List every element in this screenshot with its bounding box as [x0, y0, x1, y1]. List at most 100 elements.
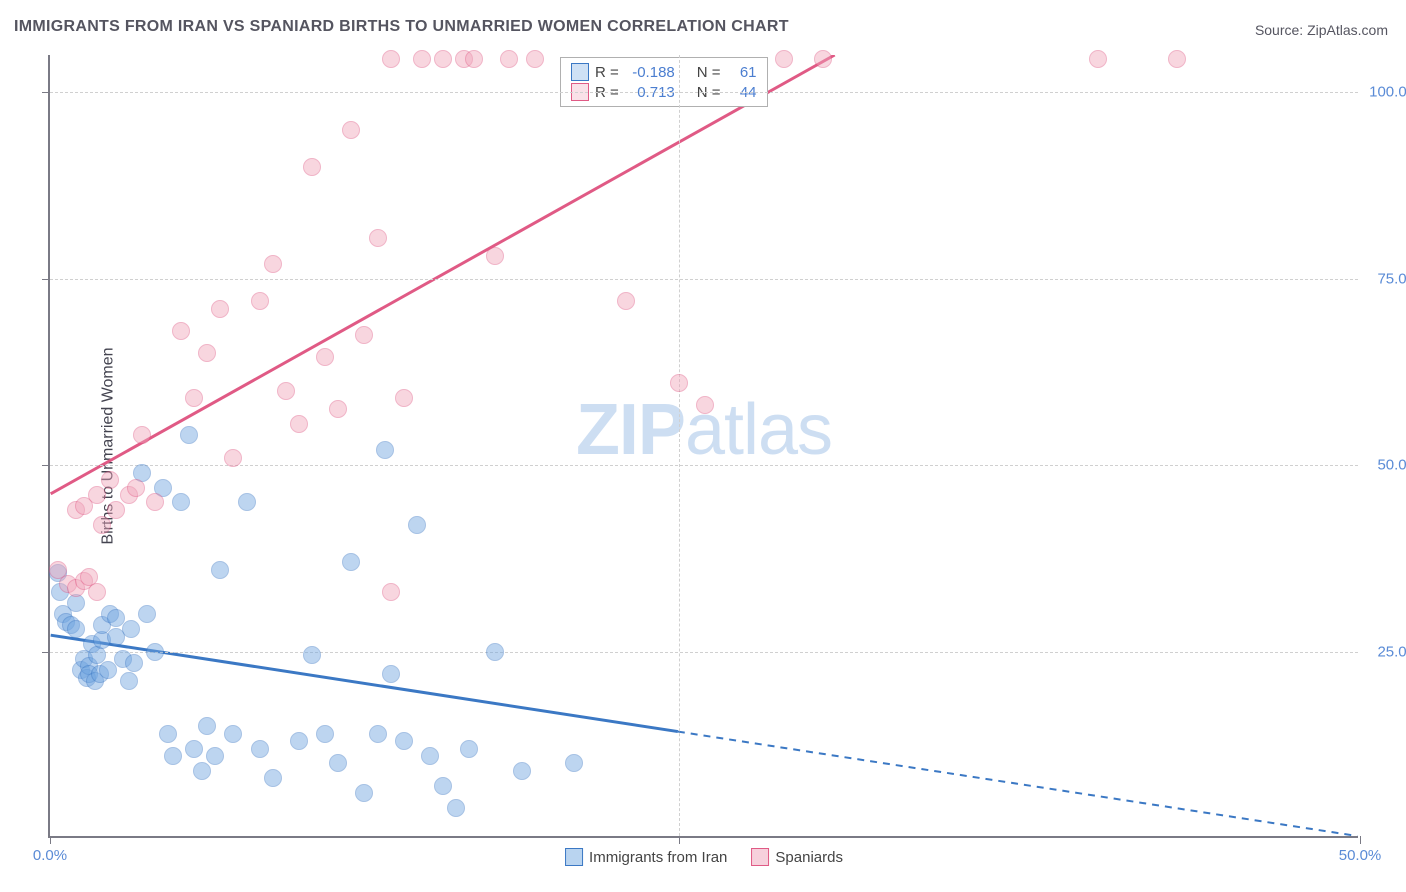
scatter-point: [355, 326, 373, 344]
ytick-label: 25.0%: [1377, 643, 1406, 660]
scatter-point: [172, 322, 190, 340]
scatter-point: [198, 717, 216, 735]
scatter-point: [88, 486, 106, 504]
tick-y: [42, 465, 50, 466]
stat-r-value: -0.188: [625, 64, 675, 81]
source-label: Source: ZipAtlas.com: [1255, 22, 1388, 38]
scatter-point: [193, 762, 211, 780]
scatter-point: [264, 255, 282, 273]
scatter-point: [486, 643, 504, 661]
scatter-point: [101, 471, 119, 489]
scatter-point: [421, 747, 439, 765]
legend-label: Spaniards: [775, 849, 843, 866]
scatter-point: [408, 516, 426, 534]
scatter-point: [376, 441, 394, 459]
scatter-point: [93, 516, 111, 534]
legend-stats-box: R =-0.188N =61R =0.713N =44: [560, 57, 768, 107]
scatter-point: [303, 158, 321, 176]
stat-n-value: 61: [727, 64, 757, 81]
ytick-label: 75.0%: [1377, 270, 1406, 287]
scatter-point: [382, 665, 400, 683]
scatter-point: [290, 415, 308, 433]
scatter-point: [382, 50, 400, 68]
scatter-point: [434, 777, 452, 795]
scatter-point: [198, 344, 216, 362]
scatter-point: [122, 620, 140, 638]
xtick-label: 0.0%: [33, 847, 67, 864]
scatter-point: [329, 754, 347, 772]
legend-label: Immigrants from Iran: [589, 849, 727, 866]
scatter-point: [107, 609, 125, 627]
scatter-point: [185, 740, 203, 758]
legend-swatch: [751, 848, 769, 866]
scatter-point: [342, 121, 360, 139]
tick-x: [1360, 836, 1361, 844]
scatter-point: [465, 50, 483, 68]
scatter-point: [125, 654, 143, 672]
scatter-point: [172, 493, 190, 511]
scatter-point: [369, 725, 387, 743]
scatter-point: [814, 50, 832, 68]
scatter-point: [238, 493, 256, 511]
tick-x: [50, 836, 51, 844]
scatter-point: [395, 732, 413, 750]
scatter-point: [127, 479, 145, 497]
scatter-point: [316, 725, 334, 743]
gridline-h: [50, 652, 1358, 653]
scatter-point: [264, 769, 282, 787]
ytick-label: 100.0%: [1369, 84, 1406, 101]
gridline-h: [50, 279, 1358, 280]
scatter-point: [180, 426, 198, 444]
scatter-point: [434, 50, 452, 68]
scatter-point: [447, 799, 465, 817]
tick-x: [679, 836, 680, 844]
scatter-point: [206, 747, 224, 765]
tick-y: [42, 652, 50, 653]
stat-n-label: N =: [697, 64, 721, 81]
scatter-point: [460, 740, 478, 758]
scatter-point: [120, 672, 138, 690]
scatter-point: [526, 50, 544, 68]
trend-lines: [50, 55, 1358, 836]
scatter-point: [224, 725, 242, 743]
scatter-point: [696, 396, 714, 414]
scatter-point: [67, 620, 85, 638]
scatter-point: [500, 50, 518, 68]
scatter-point: [146, 493, 164, 511]
scatter-point: [251, 740, 269, 758]
scatter-point: [342, 553, 360, 571]
xtick-label: 50.0%: [1339, 847, 1382, 864]
scatter-point: [211, 300, 229, 318]
scatter-point: [133, 426, 151, 444]
scatter-point: [251, 292, 269, 310]
stat-r-label: R =: [595, 64, 619, 81]
legend-swatch: [565, 848, 583, 866]
scatter-point: [277, 382, 295, 400]
scatter-point: [369, 229, 387, 247]
scatter-point: [565, 754, 583, 772]
scatter-point: [670, 374, 688, 392]
legend-stats-row: R = -0.188 N = 61: [571, 62, 757, 82]
scatter-point: [159, 725, 177, 743]
chart-title: IMMIGRANTS FROM IRAN VS SPANIARD BIRTHS …: [14, 18, 789, 36]
legend-bottom: Immigrants from Iran Spaniards: [565, 848, 843, 866]
scatter-point: [617, 292, 635, 310]
scatter-point: [413, 50, 431, 68]
scatter-point: [486, 247, 504, 265]
gridline-h: [50, 465, 1358, 466]
gridline-h: [50, 92, 1358, 93]
scatter-point: [316, 348, 334, 366]
scatter-point: [1089, 50, 1107, 68]
scatter-point: [185, 389, 203, 407]
tick-y: [42, 279, 50, 280]
scatter-point: [146, 643, 164, 661]
scatter-point: [138, 605, 156, 623]
legend-item: Immigrants from Iran: [565, 848, 727, 866]
scatter-point: [164, 747, 182, 765]
scatter-point: [303, 646, 321, 664]
gridline-v: [679, 55, 680, 836]
legend-item: Spaniards: [751, 848, 843, 866]
scatter-point: [382, 583, 400, 601]
ytick-label: 50.0%: [1377, 457, 1406, 474]
scatter-point: [99, 661, 117, 679]
